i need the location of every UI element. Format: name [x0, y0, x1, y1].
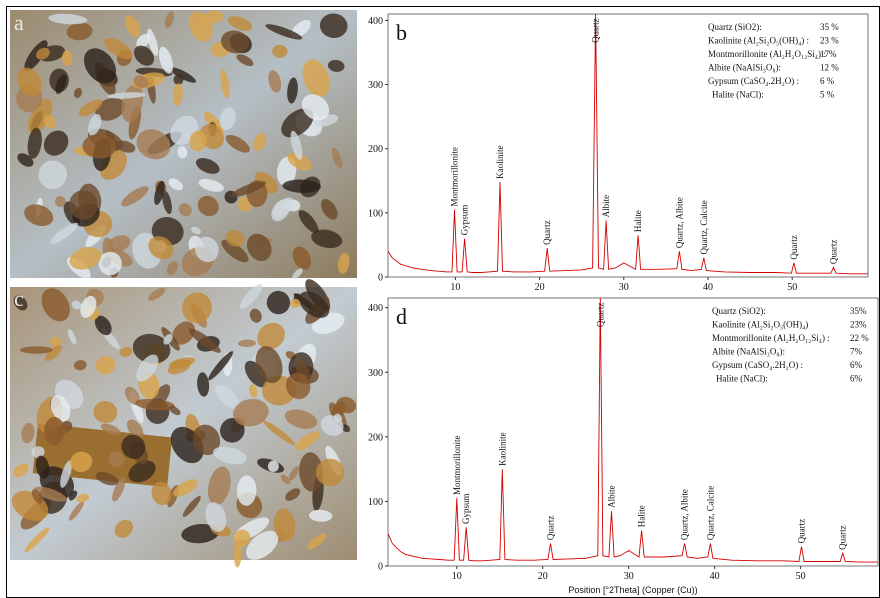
peak-label: Montmorillonite [452, 435, 462, 495]
mineral-name: Montmorillonite (Al₂H₂O₁₂Si₄) : [708, 49, 826, 59]
mineral-name: Gypsum (CaSO₄.2H₂O) : [708, 76, 799, 86]
mineral-name: Montmorillonite (Al₂H₂O₁₂Si₄) : [712, 333, 830, 343]
y-tick-label: 200 [368, 432, 383, 443]
peak-label: Quartz, Albite [674, 197, 684, 248]
x-tick-label: 40 [703, 282, 713, 293]
peak-label: Gypsum [461, 494, 471, 525]
mineral-grain [20, 346, 53, 353]
mineral-percent: 35 % [820, 22, 839, 32]
y-tick-label: 100 [368, 497, 383, 508]
mineral-name: Kaolinite (Al₂Si₂O₅(OH)₄) : [708, 36, 809, 46]
peak-label: Quartz [828, 240, 838, 265]
peak-label: Kaolinite [497, 432, 507, 466]
x-tick-label: 30 [619, 282, 629, 293]
x-tick-label: 30 [624, 571, 634, 582]
mineral-percent: 7% [850, 347, 863, 357]
micrograph-c [7, 275, 358, 567]
mineral-grain [44, 417, 64, 445]
x-axis-label: Position [°2Theta] (Copper (Cu)) [568, 585, 697, 595]
peak-label: Albite [607, 485, 617, 508]
micrograph-a [10, 8, 357, 283]
mineral-name: Halite (NaCl): [712, 90, 764, 100]
peak-label: Quartz [545, 516, 555, 541]
mineral-name: Halite (NaCl): [716, 374, 768, 384]
x-tick-label: 10 [452, 571, 462, 582]
x-tick-label: 20 [538, 571, 548, 582]
peak-label: Montmorillonite [450, 147, 460, 207]
mineral-percent: 5 % [820, 90, 835, 100]
mineral-percent: 6% [850, 374, 863, 384]
mineral-name: Albite (NaAlSi₃O₈): [708, 63, 781, 73]
peak-label: Quartz [789, 235, 799, 260]
y-tick-label: 300 [368, 368, 383, 379]
mineral-percent: 6 % [820, 76, 835, 86]
mineral-percent: 35% [850, 306, 867, 316]
peak-label: Quartz [595, 303, 605, 328]
mineral-percent: 23% [850, 320, 867, 330]
peak-label: Albite [601, 195, 611, 218]
x-tick-label: 10 [450, 282, 460, 293]
x-tick-label: 20 [535, 282, 545, 293]
x-tick-label: 40 [710, 571, 720, 582]
panel-label: b [396, 20, 407, 45]
mineral-name: Quartz (SiO2): [712, 306, 766, 316]
mineral-percent: 23 % [820, 36, 839, 46]
panel-label: d [396, 304, 407, 329]
y-tick-label: 300 [368, 80, 383, 91]
mineral-percent: 6% [850, 360, 863, 370]
panel-label: c [14, 286, 24, 311]
peak-label: Halite [633, 210, 643, 232]
mineral-percent: 12 % [820, 63, 839, 73]
mineral-name: Quartz (SiO2): [708, 22, 762, 32]
peak-label: Quartz [796, 519, 806, 544]
peak-label: Quartz [838, 525, 848, 550]
mineral-name: Albite (NaAlSi₃O₈): [712, 347, 785, 357]
y-tick-label: 400 [368, 303, 383, 314]
peak-label: Quartz [591, 18, 601, 43]
peak-label: Gypsum [460, 205, 470, 236]
figure: a c b01002003004001020304050Montmorillon… [0, 0, 880, 598]
x-tick-label: 50 [796, 571, 806, 582]
peak-label: Quartz, Calcite [705, 486, 715, 540]
peak-label: Quartz, Albite [680, 489, 690, 540]
peak-label: Quartz, Calcite [699, 200, 709, 254]
peak-label: Halite [637, 505, 647, 527]
y-tick-label: 100 [368, 208, 383, 219]
peak-label: Quartz [542, 220, 552, 245]
peak-label: Kaolinite [495, 145, 505, 179]
y-tick-label: 0 [378, 562, 383, 573]
mineral-name: Kaolinite (Al₂Si₂O₅(OH)₄) [712, 320, 808, 330]
y-tick-label: 0 [378, 273, 383, 284]
y-tick-label: 400 [368, 16, 383, 27]
y-tick-label: 200 [368, 144, 383, 155]
panel-label: a [14, 10, 24, 35]
mineral-percent: 22 % [850, 333, 869, 343]
mineral-percent: 17% [820, 49, 837, 59]
mineral-grain [272, 45, 287, 58]
x-tick-label: 50 [787, 282, 797, 293]
mineral-name: Gypsum (CaSO₄.2H₂O) : [712, 360, 803, 370]
